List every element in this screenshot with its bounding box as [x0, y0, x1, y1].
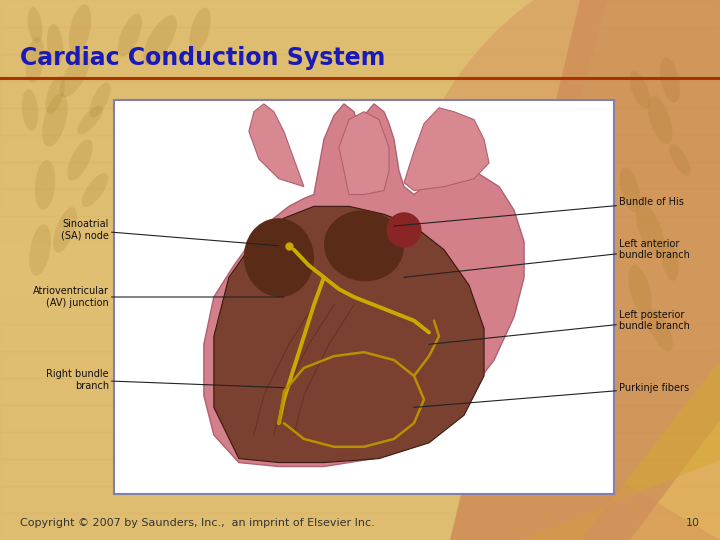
Polygon shape — [339, 112, 389, 194]
Bar — [0, 189, 720, 216]
Polygon shape — [500, 420, 720, 540]
Text: Sinoatrial
(SA) node: Sinoatrial (SA) node — [61, 219, 279, 246]
Ellipse shape — [47, 24, 63, 66]
Ellipse shape — [660, 57, 680, 103]
Text: 10: 10 — [686, 518, 700, 528]
Ellipse shape — [30, 224, 51, 275]
Ellipse shape — [244, 218, 314, 297]
Ellipse shape — [143, 15, 177, 65]
Polygon shape — [204, 104, 524, 467]
Ellipse shape — [387, 212, 421, 248]
Bar — [0, 81, 720, 108]
Ellipse shape — [324, 210, 404, 281]
Polygon shape — [404, 108, 489, 191]
Ellipse shape — [60, 53, 90, 97]
Bar — [0, 54, 720, 81]
Bar — [0, 324, 720, 351]
Text: Left posterior
bundle branch: Left posterior bundle branch — [429, 310, 690, 345]
Bar — [0, 162, 720, 189]
Text: Purkinje fibers: Purkinje fibers — [414, 383, 689, 407]
Ellipse shape — [45, 76, 65, 114]
Bar — [0, 27, 720, 54]
Ellipse shape — [189, 8, 210, 52]
Ellipse shape — [69, 4, 91, 56]
Polygon shape — [400, 0, 720, 540]
Ellipse shape — [619, 167, 641, 212]
Text: Left anterior
bundle branch: Left anterior bundle branch — [404, 239, 690, 277]
Ellipse shape — [35, 160, 55, 210]
Bar — [114, 100, 614, 494]
Ellipse shape — [25, 37, 45, 83]
Polygon shape — [520, 360, 720, 540]
Ellipse shape — [629, 71, 651, 109]
Text: Copyright © 2007 by Saunders, Inc.,  an imprint of Elsevier Inc.: Copyright © 2007 by Saunders, Inc., an i… — [20, 518, 374, 528]
Bar — [0, 351, 720, 378]
Ellipse shape — [661, 239, 679, 281]
Ellipse shape — [647, 309, 672, 351]
Bar — [0, 108, 720, 135]
Ellipse shape — [118, 14, 142, 57]
Bar — [0, 297, 720, 324]
Ellipse shape — [648, 96, 672, 144]
Ellipse shape — [42, 93, 68, 147]
Bar — [0, 513, 720, 540]
Bar — [0, 459, 720, 486]
Ellipse shape — [89, 83, 111, 118]
Text: Atrioventricular
(AV) junction: Atrioventricular (AV) junction — [33, 286, 284, 308]
Bar — [0, 432, 720, 459]
Bar — [0, 378, 720, 405]
Polygon shape — [450, 0, 720, 540]
Bar — [0, 405, 720, 432]
Ellipse shape — [77, 105, 103, 134]
Bar — [0, 135, 720, 162]
Bar — [0, 270, 720, 297]
Ellipse shape — [22, 89, 38, 131]
Text: Bundle of His: Bundle of His — [394, 198, 684, 226]
Ellipse shape — [27, 7, 42, 43]
Ellipse shape — [53, 207, 77, 253]
Bar — [0, 243, 720, 270]
Bar — [0, 486, 720, 513]
Ellipse shape — [669, 144, 691, 176]
Polygon shape — [214, 206, 484, 463]
Ellipse shape — [629, 265, 652, 315]
Text: Cardiac Conduction System: Cardiac Conduction System — [20, 46, 385, 70]
Bar — [0, 0, 720, 27]
Text: Right bundle
branch: Right bundle branch — [46, 369, 284, 390]
Bar — [0, 216, 720, 243]
Ellipse shape — [82, 173, 108, 207]
Polygon shape — [249, 104, 304, 187]
Ellipse shape — [68, 139, 93, 181]
Ellipse shape — [636, 204, 664, 256]
